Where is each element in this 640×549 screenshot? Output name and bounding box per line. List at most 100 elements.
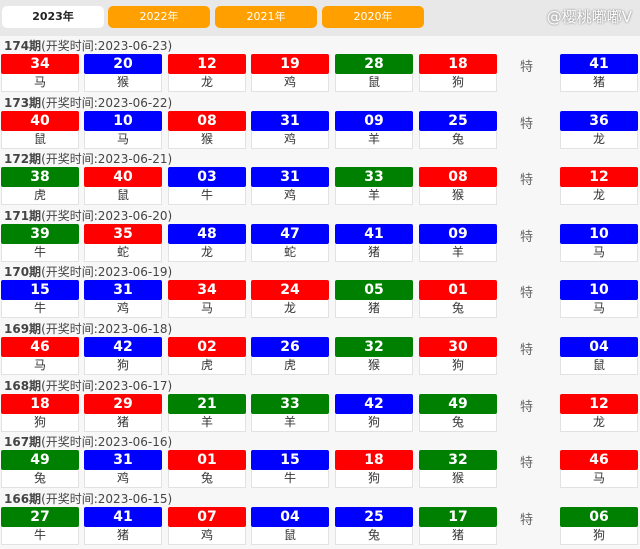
ball-number: 07 [168, 506, 246, 527]
zodiac: 鼠 [335, 74, 413, 92]
draw-header: 173期(开奖时间:2023-06-22) [4, 96, 172, 110]
special-ball-cell: 06 狗 [560, 506, 638, 545]
ball-cell: 42 狗 [84, 337, 162, 375]
zodiac: 猴 [84, 74, 162, 92]
period: 171期 [4, 208, 42, 223]
ball-number: 32 [335, 337, 413, 357]
ball-number: 18 [1, 393, 79, 414]
zodiac: 猪 [84, 413, 162, 432]
draw-date: (开奖时间:2023-06-23) [41, 39, 173, 53]
special-number: 12 [560, 167, 638, 188]
special-ball-cell: 10 马 [560, 223, 638, 262]
special-label: 特 [520, 60, 534, 75]
ball-number: 49 [1, 450, 79, 471]
period: 170期 [4, 265, 42, 280]
zodiac: 兔 [335, 526, 413, 545]
ball-number: 25 [419, 110, 497, 131]
special-zodiac: 马 [560, 300, 638, 319]
period: 166期 [4, 491, 42, 506]
special-ball-cell: 46 马 [560, 450, 638, 489]
draw-date: (开奖时间:2023-06-15) [41, 491, 173, 506]
ball-cell: 18 狗 [419, 54, 497, 92]
zodiac: 羊 [335, 130, 413, 149]
zodiac: 狗 [419, 74, 497, 92]
period: 169期 [4, 322, 42, 336]
ball-cell: 31 鸡 [251, 167, 329, 206]
ball-number: 10 [84, 110, 162, 131]
tab-2022[interactable]: 2022年 [108, 6, 210, 28]
ball-number: 47 [251, 223, 329, 244]
ball-cell: 15 牛 [251, 450, 329, 489]
ball-number: 01 [168, 450, 246, 471]
zodiac: 兔 [1, 470, 79, 489]
special-zodiac: 马 [560, 470, 638, 489]
special-zodiac: 鼠 [560, 357, 638, 375]
draw-date: (开奖时间:2023-06-22) [41, 95, 173, 110]
draw-header: 171期(开奖时间:2023-06-20) [4, 209, 172, 223]
zodiac: 虎 [251, 357, 329, 375]
zodiac: 鸡 [168, 526, 246, 545]
ball-cell: 27 牛 [1, 506, 79, 545]
ball-cell: 01 兔 [419, 280, 497, 319]
special-ball-cell: 36 龙 [560, 110, 638, 149]
ball-number: 28 [335, 54, 413, 74]
period: 168期 [4, 378, 42, 393]
special-label: 特 [520, 173, 534, 189]
tab-2021[interactable]: 2021年 [215, 6, 317, 28]
draw-row: 174期(开奖时间:2023-06-23) 34 马 20 猴 12 龙 19 鸡 28 鼠 18 狗特… [0, 37, 640, 93]
ball-cell: 42 狗 [335, 393, 413, 432]
draw-date: (开奖时间:2023-06-16) [41, 435, 173, 450]
ball-cell: 08 猴 [168, 110, 246, 149]
zodiac: 马 [1, 357, 79, 375]
ball-number: 18 [335, 450, 413, 471]
draw-row: 166期(开奖时间:2023-06-15) 27 牛 41 猪 07 鸡 04 鼠 25 兔 17 猪特… [0, 490, 640, 546]
ball-cell: 09 羊 [335, 110, 413, 149]
ball-number: 05 [335, 280, 413, 301]
zodiac: 牛 [1, 243, 79, 262]
special-zodiac: 猪 [560, 74, 638, 92]
zodiac: 羊 [251, 413, 329, 432]
zodiac: 猪 [335, 243, 413, 262]
zodiac: 狗 [84, 357, 162, 375]
zodiac: 狗 [335, 413, 413, 432]
ball-number: 35 [84, 223, 162, 244]
zodiac: 鸡 [84, 300, 162, 319]
ball-cell: 07 鸡 [168, 506, 246, 545]
ball-number: 08 [168, 110, 246, 131]
ball-cell: 18 狗 [1, 393, 79, 432]
special-ball-cell: 12 龙 [560, 393, 638, 432]
special-ball-cell: 12 龙 [560, 167, 638, 206]
zodiac: 鼠 [251, 526, 329, 545]
ball-cell: 25 兔 [419, 110, 497, 149]
draw-header: 174期(开奖时间:2023-06-23) [4, 39, 172, 53]
zodiac: 猴 [419, 470, 497, 489]
ball-number: 33 [335, 167, 413, 188]
ball-cell: 34 马 [168, 280, 246, 319]
draw-row: 172期(开奖时间:2023-06-21) 38 虎 40 鼠 03 牛 31 鸡 33 羊 08 猴特… [0, 150, 640, 206]
tab-2023[interactable]: 2023年 [2, 6, 104, 28]
ball-cell: 10 马 [84, 110, 162, 149]
zodiac: 狗 [419, 357, 497, 375]
zodiac: 猪 [84, 526, 162, 545]
special-number: 04 [560, 337, 638, 357]
ball-cell: 38 虎 [1, 167, 79, 206]
draw-header: 166期(开奖时间:2023-06-15) [4, 492, 172, 506]
year-tabs: 2023年 2022年 2021年 2020年 @樱桃嘟嘟V [0, 0, 640, 36]
ball-cell: 35 蛇 [84, 223, 162, 262]
special-zodiac: 龙 [560, 130, 638, 149]
ball-cell: 29 猪 [84, 393, 162, 432]
special-number: 10 [560, 280, 638, 301]
period: 172期 [4, 152, 42, 167]
ball-cell: 34 马 [1, 54, 79, 92]
ball-cell: 19 鸡 [251, 54, 329, 92]
draw-header: 167期(开奖时间:2023-06-16) [4, 435, 172, 449]
zodiac: 鸡 [251, 187, 329, 206]
ball-number: 33 [251, 393, 329, 414]
tab-2020[interactable]: 2020年 [322, 6, 424, 28]
ball-cell: 49 兔 [1, 450, 79, 489]
zodiac: 牛 [251, 470, 329, 489]
draw-header: 168期(开奖时间:2023-06-17) [4, 379, 172, 393]
ball-number: 42 [84, 337, 162, 357]
ball-cell: 49 兔 [419, 393, 497, 432]
zodiac: 龙 [168, 243, 246, 262]
